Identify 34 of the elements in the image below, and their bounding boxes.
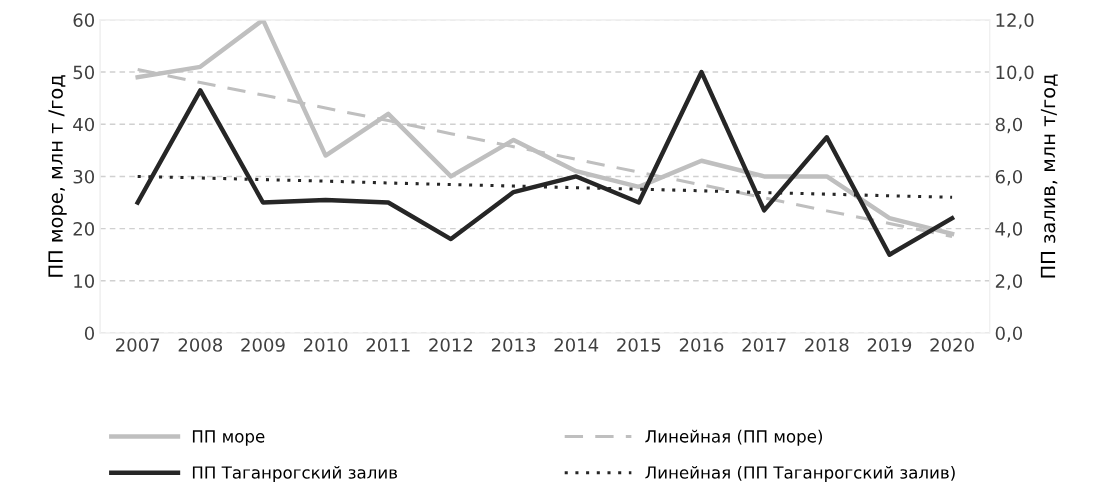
x-tick-label: 2011 bbox=[366, 338, 410, 352]
x-tick-label: 2015 bbox=[617, 338, 661, 352]
y2-tick-label: 4,0 bbox=[995, 222, 1023, 238]
legend-label: ПП море bbox=[192, 430, 265, 446]
y-axis-title: ПП море, млн т /год bbox=[48, 75, 67, 277]
x-tick-label: 2016 bbox=[679, 338, 724, 352]
y2-tick-label: 12,0 bbox=[996, 13, 1034, 29]
legend-label: Линейная (ПП море) bbox=[645, 429, 823, 446]
y-tick-label: 10 bbox=[74, 274, 95, 288]
y2-tick-label: 2,0 bbox=[995, 274, 1023, 290]
x-tick-label: 2014 bbox=[554, 338, 599, 352]
x-tick-label: 2019 bbox=[867, 338, 912, 352]
x-tick-label: 2020 bbox=[930, 338, 974, 352]
legend-label: ПП Таганрогский залив bbox=[192, 465, 398, 482]
legend-label: Линейная (ПП Таганрогский залив) bbox=[645, 465, 955, 482]
x-tick-label: 2018 bbox=[805, 338, 849, 352]
y-tick-label: 60 bbox=[73, 13, 95, 27]
y2-tick-label: 8,0 bbox=[995, 117, 1023, 134]
y-tick-label: 20 bbox=[73, 222, 95, 236]
x-tick-label: 2007 bbox=[116, 338, 160, 352]
x-tick-label: 2010 bbox=[303, 338, 348, 352]
y2-tick-label: 10,0 bbox=[996, 65, 1034, 82]
x-tick-label: 2013 bbox=[491, 338, 536, 352]
y-tick-label: 30 bbox=[73, 169, 95, 184]
y-tick-label: 50 bbox=[73, 65, 95, 80]
x-tick-label: 2017 bbox=[742, 338, 786, 352]
y2-axis-title: ПП залив, млн т/год bbox=[1040, 74, 1058, 278]
x-tick-label: 2008 bbox=[178, 338, 223, 352]
y-tick-label: 0 bbox=[84, 326, 95, 341]
y2-tick-label: 0,0 bbox=[995, 326, 1023, 342]
y-tick-label: 40 bbox=[73, 117, 95, 132]
x-tick-label: 2009 bbox=[241, 338, 285, 352]
y2-tick-label: 6,0 bbox=[995, 169, 1023, 186]
x-tick-label: 2012 bbox=[429, 338, 473, 352]
